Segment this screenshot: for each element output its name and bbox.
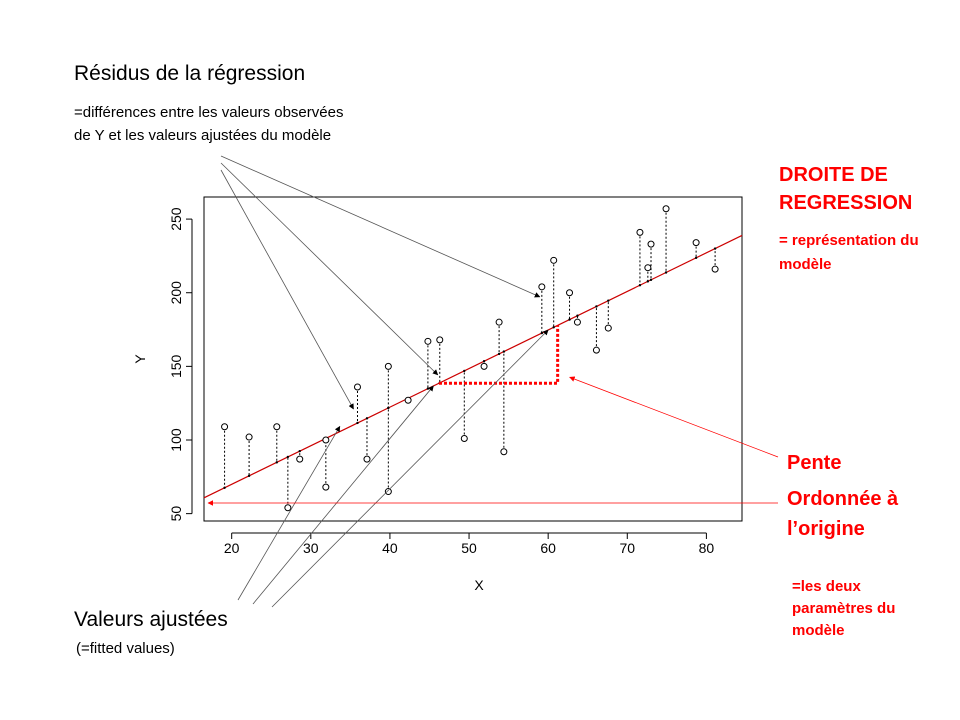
residus-title: Résidus de la régression bbox=[74, 62, 306, 85]
observed-point bbox=[604, 324, 612, 332]
observed-point bbox=[436, 336, 444, 344]
observed-point bbox=[636, 228, 644, 236]
fitted-point bbox=[540, 331, 544, 335]
x-axis-label: X bbox=[474, 577, 484, 593]
fitted-point bbox=[638, 284, 642, 287]
y-tick-label: 50 bbox=[168, 506, 184, 522]
observed-point bbox=[711, 265, 719, 273]
observed-point bbox=[363, 455, 371, 463]
fitted-point bbox=[713, 247, 717, 250]
observed-point bbox=[273, 423, 281, 431]
observed-point bbox=[404, 396, 412, 404]
x-tick-label: 60 bbox=[540, 540, 556, 556]
fitted-point bbox=[552, 326, 555, 329]
fitted-pointer-arrow bbox=[252, 385, 434, 605]
observed-point bbox=[662, 205, 670, 213]
regression-line-subtitle-2: modèle bbox=[779, 256, 832, 273]
fitted-point bbox=[463, 369, 466, 373]
observed-point bbox=[647, 240, 655, 248]
regression-line-title-1: DROITE DE bbox=[779, 164, 888, 186]
observed-point bbox=[566, 289, 574, 297]
x-tick-label: 40 bbox=[382, 540, 398, 556]
slope-pointer-arrow bbox=[569, 376, 779, 458]
fitted-point bbox=[482, 360, 486, 363]
intercept-label-2: l’origine bbox=[787, 518, 865, 540]
parameters-note-2: paramètres du bbox=[792, 600, 896, 617]
fitted-pointer-arrow bbox=[237, 425, 341, 601]
fitted-point bbox=[607, 299, 610, 302]
fitted-point bbox=[646, 280, 650, 283]
fitted-point bbox=[576, 314, 579, 317]
fitted-point bbox=[286, 455, 290, 459]
fitted-point bbox=[223, 486, 226, 490]
slope-triangle bbox=[438, 325, 560, 385]
regression-line-title-2: REGRESSION bbox=[779, 192, 913, 214]
y-tick-label: 200 bbox=[168, 281, 184, 305]
observed-point bbox=[384, 362, 392, 370]
observed-point bbox=[692, 239, 700, 247]
observed-point bbox=[550, 256, 558, 264]
slope-label: Pente bbox=[787, 452, 842, 474]
fitted-point bbox=[365, 417, 369, 420]
observed-point bbox=[500, 448, 508, 456]
observed-point bbox=[221, 423, 229, 431]
observed-point bbox=[245, 433, 253, 441]
y-tick-label: 250 bbox=[168, 207, 184, 231]
fitted-point bbox=[497, 352, 501, 356]
observed-point bbox=[353, 383, 361, 391]
x-tick-label: 20 bbox=[224, 540, 240, 556]
plot-frame bbox=[203, 196, 743, 522]
parameters-note-3: modèle bbox=[792, 622, 845, 639]
residus-subtitle-line-1: =différences entre les valeurs observées bbox=[74, 104, 344, 121]
fitted-point bbox=[664, 271, 668, 274]
fitted-point bbox=[568, 318, 571, 321]
observed-point bbox=[644, 264, 652, 272]
residus-subtitle-line-2: de Y et les valeurs ajustées du modèle bbox=[74, 127, 332, 144]
x-tick-label: 50 bbox=[461, 540, 477, 556]
residual-pointer-arrow bbox=[220, 155, 541, 298]
fitted-point bbox=[426, 387, 430, 390]
parameters-note-1: =les deux bbox=[792, 578, 861, 595]
observed-point bbox=[573, 318, 581, 326]
fitted-point bbox=[502, 350, 506, 353]
observed-point bbox=[296, 455, 304, 463]
fitted-point bbox=[356, 421, 359, 425]
fitted-point bbox=[694, 256, 698, 260]
observed-point bbox=[322, 483, 330, 491]
regression-line-subtitle-1: = représentation du bbox=[779, 232, 919, 249]
observed-point bbox=[480, 362, 488, 370]
fitted-point bbox=[649, 278, 653, 282]
observed-point bbox=[538, 283, 546, 291]
y-tick-label: 100 bbox=[168, 428, 184, 452]
observed-point bbox=[592, 346, 600, 354]
x-tick-label: 80 bbox=[699, 540, 715, 556]
observed-point bbox=[424, 337, 432, 345]
observed-point bbox=[322, 436, 330, 444]
fitted-point bbox=[298, 449, 301, 453]
fitted-point bbox=[247, 474, 251, 478]
fitted-point bbox=[387, 406, 390, 410]
y-axis-label: Y bbox=[132, 354, 148, 364]
fitted-values-subtitle: (=fitted values) bbox=[76, 640, 175, 657]
observed-point bbox=[495, 318, 503, 326]
residual-pointer-arrow bbox=[220, 169, 354, 410]
fitted-point bbox=[595, 305, 598, 308]
fitted-pointer-arrow bbox=[271, 329, 549, 608]
observed-point bbox=[384, 488, 392, 496]
y-tick-label: 150 bbox=[168, 354, 184, 378]
observed-point bbox=[460, 435, 468, 443]
regression-line bbox=[203, 234, 743, 499]
residual-pointer-arrow bbox=[220, 162, 439, 376]
x-tick-label: 70 bbox=[619, 540, 635, 556]
fitted-values-title: Valeurs ajustées bbox=[74, 608, 228, 631]
x-tick-label: 30 bbox=[303, 540, 319, 556]
fitted-point bbox=[275, 461, 278, 464]
intercept-label-1: Ordonnée à bbox=[787, 488, 899, 510]
observed-point bbox=[284, 504, 292, 512]
